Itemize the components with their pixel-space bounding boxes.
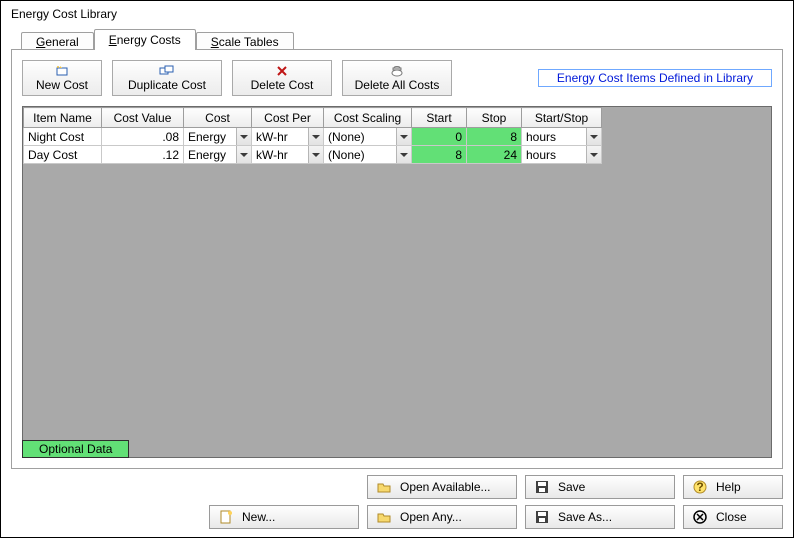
delete-cost-button[interactable]: Delete Cost [232,60,332,96]
chevron-down-icon[interactable] [236,146,251,163]
tab-energy-costs[interactable]: Energy Costs [94,29,196,50]
cell-start[interactable]: 0 [412,128,467,146]
cell-item-name[interactable]: Day Cost [24,146,102,164]
cell-cost-per[interactable]: kW-hr [252,146,324,164]
cell-cost-text: Energy [188,130,226,144]
save-icon [534,479,550,495]
col-start-stop[interactable]: Start/Stop [522,108,602,128]
delete-cost-icon [276,64,288,78]
cell-start[interactable]: 8 [412,146,467,164]
table-row[interactable]: Day Cost .12 Energy kW-hr (None) 8 24 ho… [24,146,602,164]
cell-cost-value[interactable]: .12 [102,146,184,164]
folder-open-icon [376,479,392,495]
cell-cost-value[interactable]: .08 [102,128,184,146]
save-label: Save [558,480,585,494]
dialog-window: Energy Cost Library General Energy Costs… [0,0,794,538]
duplicate-cost-icon [158,64,176,78]
col-item-name[interactable]: Item Name [24,108,102,128]
info-label: Energy Cost Items Defined in Library [538,69,772,87]
open-available-button[interactable]: Open Available... [367,475,517,499]
cell-item-name[interactable]: Night Cost [24,128,102,146]
window-title: Energy Cost Library [1,1,793,27]
delete-cost-label: Delete Cost [251,78,314,92]
cell-cost[interactable]: Energy [184,128,252,146]
table-header-row: Item Name Cost Value Cost Cost Per Cost … [24,108,602,128]
delete-all-icon [390,64,404,78]
delete-all-label: Delete All Costs [355,78,440,92]
help-button[interactable]: ? Help [683,475,783,499]
client-area: General Energy Costs Scale Tables New Co… [1,27,793,537]
close-label: Close [716,510,747,524]
save-as-label: Save As... [558,510,612,524]
cell-start-stop[interactable]: hours [522,128,602,146]
help-label: Help [716,480,741,494]
col-cost[interactable]: Cost [184,108,252,128]
save-as-icon [534,509,550,525]
save-button[interactable]: Save [525,475,675,499]
cell-cost-scaling[interactable]: (None) [324,146,412,164]
cell-stop[interactable]: 24 [467,146,522,164]
cell-start-stop-text: hours [526,148,556,162]
cell-start-stop[interactable]: hours [522,146,602,164]
optional-data-badge[interactable]: Optional Data [22,440,129,458]
col-cost-scaling[interactable]: Cost Scaling [324,108,412,128]
col-stop[interactable]: Stop [467,108,522,128]
chevron-down-icon[interactable] [396,128,411,145]
chevron-down-icon[interactable] [586,128,601,145]
cell-cost-text: Energy [188,148,226,162]
new-library-button[interactable]: New... [209,505,359,529]
col-cost-value[interactable]: Cost Value [102,108,184,128]
delete-all-costs-button[interactable]: Delete All Costs [342,60,452,96]
close-icon [692,509,708,525]
open-any-button[interactable]: Open Any... [367,505,517,529]
chevron-down-icon[interactable] [396,146,411,163]
open-available-label: Open Available... [400,480,491,494]
new-cost-button[interactable]: New Cost [22,60,102,96]
cell-cost-per-text: kW-hr [256,130,288,144]
cell-cost[interactable]: Energy [184,146,252,164]
svg-text:?: ? [696,480,703,494]
cost-table: Item Name Cost Value Cost Cost Per Cost … [23,107,602,164]
table-row[interactable]: Night Cost .08 Energy kW-hr (None) 0 8 h… [24,128,602,146]
close-button[interactable]: Close [683,505,783,529]
col-start[interactable]: Start [412,108,467,128]
duplicate-cost-label: Duplicate Cost [128,78,206,92]
chevron-down-icon[interactable] [236,128,251,145]
tab-strip: General Energy Costs Scale Tables [21,27,783,49]
help-icon: ? [692,479,708,495]
cell-start-stop-text: hours [526,130,556,144]
toolbar: New Cost Duplicate Cost Delete Cost [22,60,772,96]
tab-panel: New Cost Duplicate Cost Delete Cost [11,49,783,469]
cell-stop[interactable]: 8 [467,128,522,146]
cost-grid[interactable]: Item Name Cost Value Cost Cost Per Cost … [22,106,772,458]
col-cost-per[interactable]: Cost Per [252,108,324,128]
new-cost-icon [54,64,70,78]
save-as-button[interactable]: Save As... [525,505,675,529]
cell-cost-per[interactable]: kW-hr [252,128,324,146]
new-file-icon [218,509,234,525]
chevron-down-icon[interactable] [308,128,323,145]
new-cost-label: New Cost [36,78,88,92]
new-library-label: New... [242,510,275,524]
chevron-down-icon[interactable] [308,146,323,163]
cell-cost-scaling-text: (None) [328,130,365,144]
cell-cost-scaling[interactable]: (None) [324,128,412,146]
chevron-down-icon[interactable] [586,146,601,163]
footer-buttons: New... Open Available... Open Any... [11,469,783,529]
open-any-label: Open Any... [400,510,462,524]
folder-open-icon [376,509,392,525]
cell-cost-scaling-text: (None) [328,148,365,162]
cell-cost-per-text: kW-hr [256,148,288,162]
duplicate-cost-button[interactable]: Duplicate Cost [112,60,222,96]
